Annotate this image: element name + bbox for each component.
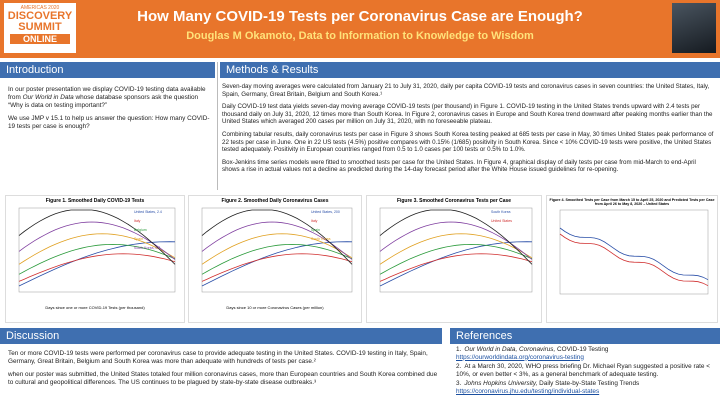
decorative-line	[379, 233, 533, 265]
figure-title: Figure 1. Smoothed Daily COVID-19 Tests	[45, 198, 145, 204]
series-label: Italy	[311, 219, 318, 223]
subtitle: Douglas M Okamoto, Data to Information t…	[186, 30, 534, 42]
decorative-line	[559, 233, 709, 287]
decorative-line	[18, 209, 176, 265]
figure: Figure 4. Smoothed Tests per Case from M…	[546, 195, 718, 323]
figure-title: Figure 4. Smoothed Tests per Case from M…	[549, 198, 715, 206]
figure-labels: United States, 2.4 Italy Belgium Spain South…	[134, 210, 179, 255]
decorative-line	[201, 233, 353, 265]
divider	[217, 62, 218, 190]
decorative-line	[201, 243, 353, 275]
ref-num: 2.	[456, 363, 462, 371]
paragraph: Combining tabular results, daily coronav…	[222, 130, 714, 154]
plot-frame	[18, 207, 176, 293]
ref-num: 1.	[456, 346, 462, 353]
plot-frame	[379, 207, 533, 293]
section-heading: References	[450, 328, 720, 344]
text: We use JMP v 15.1 to help us answer the …	[8, 115, 210, 130]
figure-plot	[18, 207, 176, 293]
series-label: United States, 2.4	[134, 210, 162, 214]
logo: AMERICAS 2020 DISCOVERY SUMMIT ONLINE	[4, 3, 76, 53]
series-label: South Korea	[311, 237, 331, 241]
series-label: South Korea, 0.2	[134, 246, 161, 250]
logo-line: DISCOVERY	[7, 10, 73, 22]
ref-text: COVID-19 Testing	[555, 346, 609, 353]
logo-line: AMERICAS 2020	[20, 5, 60, 11]
decorative-line	[18, 221, 176, 260]
figure-plot	[379, 207, 533, 293]
title: How Many COVID-19 Tests per Coronavirus …	[137, 8, 583, 25]
figure-plot	[559, 209, 709, 295]
decorative-line	[379, 241, 533, 287]
text: whose database sponsors ask the question…	[8, 94, 199, 109]
figure-title: Figure 2. Smoothed Daily Coronavirus Cas…	[221, 198, 329, 204]
paragraph: Box-Jenkins time series models were fitt…	[222, 158, 696, 174]
section-heading: Methods & Results	[220, 62, 720, 78]
figure-title: Figure 3. Smoothed Coronavirus Tests per…	[396, 198, 512, 204]
figure: Figure 2. Smoothed Daily Coronavirus Cas…	[188, 195, 362, 323]
series-label: United States, 200	[311, 210, 340, 214]
ref-url: https://coronavirus.jhu.edu/testing/indi…	[456, 387, 600, 395]
series-label: Spain	[134, 237, 143, 241]
decorative-line	[18, 253, 176, 282]
ref-text: Daily State-by-State Testing Trends	[537, 380, 640, 388]
decorative-line	[201, 209, 353, 265]
section-heading: Introduction	[0, 62, 215, 78]
paragraph: Daily COVID-19 test data yields seven-da…	[222, 103, 713, 126]
series-label: Belgium	[134, 228, 147, 232]
paragraph: when our poster was submitted, the Unite…	[8, 371, 438, 386]
series-label: Spain	[311, 228, 320, 232]
series-label: Italy	[134, 219, 141, 223]
reference: 3. Johns Hopkins University, Daily State-…	[456, 380, 716, 395]
ref-source: Johns Hopkins University,	[464, 380, 538, 388]
header-photo	[672, 3, 716, 53]
text: Our World in Data	[22, 94, 74, 101]
ref-text: At a March 30, 2020, WHO press briefing …	[456, 363, 710, 378]
series-label: United States	[491, 219, 513, 223]
decorative-line	[201, 241, 353, 287]
decorative-line	[18, 233, 176, 265]
ref-num: 3.	[456, 380, 462, 388]
figure-labels: United States, 200 Italy Spain South Korea	[311, 210, 356, 246]
x-axis-label: Days since one or more COVID-19 Tests (p…	[45, 305, 145, 310]
series-label: South Korea	[491, 210, 511, 214]
reference: 1. Our World in Data, Coronavirus, COVID-…	[456, 346, 716, 361]
section-heading: Discussion	[0, 328, 442, 344]
decorative-line	[201, 221, 353, 260]
decorative-line	[559, 227, 709, 281]
references-text: 1. Our World in Data, Coronavirus, COVID-…	[456, 346, 716, 398]
decorative-line	[379, 209, 533, 265]
ref-source: Our World in Data, Coronavirus,	[464, 346, 556, 353]
x-axis-label: Days since 10 or more Coronavirus Cases …	[226, 305, 324, 310]
plot-frame	[559, 209, 709, 295]
decorative-line	[18, 243, 176, 275]
figure-plot	[201, 207, 353, 293]
figure: Figure 1. Smoothed Daily COVID-19 Tests U…	[5, 195, 185, 323]
paragraph: Seven-day moving averages were calculate…	[222, 83, 710, 98]
reference: 2. At a March 30, 2020, WHO press briefin…	[456, 363, 716, 378]
figure: Figure 3. Smoothed Coronavirus Tests per…	[366, 195, 542, 323]
decorative-line	[379, 221, 533, 260]
logo-line: SUMMIT	[18, 21, 62, 33]
methods-text: Seven-day moving averages were calculate…	[222, 83, 714, 179]
intro-text: In our poster presentation we display CO…	[8, 86, 213, 136]
discussion-text: Ten or more COVID-19 tests were performe…	[8, 350, 438, 392]
decorative-line	[18, 241, 176, 287]
decorative-line	[201, 253, 353, 282]
text: In our poster presentation we display CO…	[8, 86, 206, 101]
ref-url: https://ourworldindata.org/coronavirus-t…	[456, 353, 584, 361]
header	[0, 0, 720, 58]
logo-line: ONLINE	[10, 34, 70, 44]
figure-labels: South Korea United States	[491, 210, 536, 228]
decorative-line	[379, 243, 533, 275]
plot-frame	[201, 207, 353, 293]
paragraph: Ten or more COVID-19 tests were performe…	[8, 350, 428, 365]
decorative-line	[379, 253, 533, 282]
